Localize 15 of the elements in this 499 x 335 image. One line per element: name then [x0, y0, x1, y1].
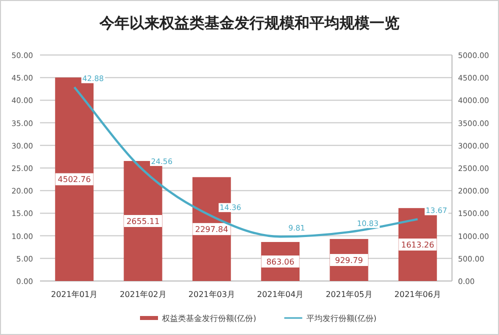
data-label: 2297.84	[195, 225, 228, 234]
chart-title: 今年以来权益类基金发行规模和平均规模一览	[98, 14, 400, 32]
x-tick-label: 2021年04月	[257, 290, 304, 299]
data-label: 2655.11	[126, 216, 160, 226]
data-label: 4502.76	[58, 175, 91, 184]
data-label: 929.79	[335, 256, 363, 265]
x-tick-label: 2021年05月	[326, 290, 372, 299]
x-tick-label: 2021年02月	[120, 290, 166, 299]
data-label: 1613.26	[401, 240, 434, 250]
data-label: 863.06	[266, 257, 294, 266]
legend-label: 平均发行份额(亿份)	[306, 314, 376, 323]
legend-label: 权益类基金发行份额(亿份)	[161, 314, 256, 323]
x-tick-label: 2021年03月	[188, 290, 235, 299]
x-tick-label: 2021年06月	[394, 290, 441, 299]
x-tick-label: 2021年01月	[51, 290, 98, 299]
